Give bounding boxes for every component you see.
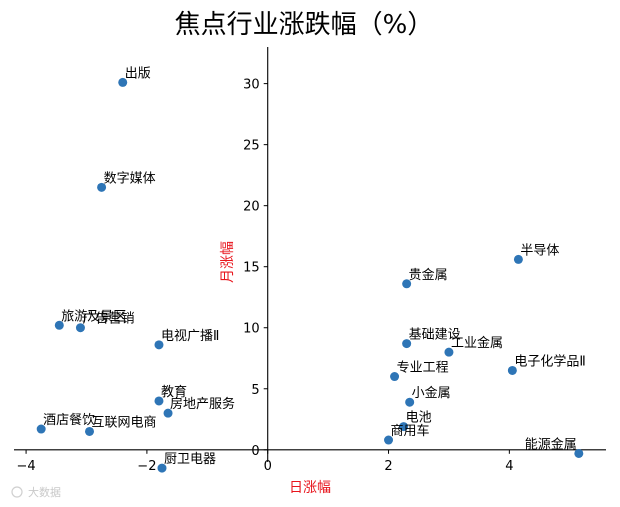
y-tick-label: 20	[243, 200, 260, 215]
data-point	[444, 347, 454, 357]
x-axis-title: 日涨幅	[289, 480, 331, 496]
data-point	[157, 463, 167, 473]
data-point	[399, 422, 409, 432]
data-label: 互联网电商	[92, 415, 157, 430]
watermark-text: 大数据	[28, 485, 61, 499]
data-label: 半导体	[520, 243, 559, 258]
data-point	[405, 397, 415, 407]
data-label: 能源金属	[525, 436, 577, 452]
data-point	[513, 254, 523, 264]
y-tick-label: 30	[243, 78, 260, 93]
watermark-logo-icon	[11, 486, 23, 498]
data-label: 贵金属	[409, 267, 448, 283]
x-tick-label: 0	[264, 459, 272, 474]
data-point	[75, 323, 85, 333]
data-point	[402, 279, 412, 289]
data-point	[507, 365, 517, 375]
data-point	[154, 396, 164, 406]
data-label: 专业工程	[397, 361, 449, 376]
data-point	[54, 320, 64, 330]
data-point	[36, 424, 46, 434]
y-tick-label: 5	[251, 383, 259, 398]
data-label: 工业金属	[451, 335, 503, 351]
data-point	[402, 339, 412, 349]
y-tick-label: 10	[243, 322, 260, 337]
data-points	[36, 77, 584, 473]
axes: −4 −2 0 2 4 0 5 10 15 20 25 30	[14, 47, 606, 474]
data-label: 教育	[161, 384, 187, 400]
y-tick-label: 0	[251, 444, 259, 459]
data-label: 数字媒体	[104, 171, 156, 186]
data-point	[390, 372, 400, 382]
data-point	[384, 435, 394, 445]
x-tick-label: −2	[137, 459, 156, 474]
data-label: 房地产服务	[170, 396, 235, 412]
y-tick-label: 25	[243, 139, 260, 154]
data-label: 电视广播Ⅱ	[161, 329, 219, 344]
y-tick-label: 15	[243, 261, 260, 276]
watermark: 大数据	[11, 485, 61, 499]
data-label: 厨卫电器	[164, 452, 216, 467]
data-label: 广告营销	[82, 312, 134, 327]
data-point	[97, 182, 107, 192]
y-axis-title: 月涨幅	[220, 241, 236, 283]
data-point	[154, 340, 164, 350]
data-label: 电池	[406, 411, 432, 426]
chart-title: 焦点行业涨跌幅（%）	[175, 10, 434, 40]
data-label: 小金属	[412, 385, 451, 401]
data-label: 商用车	[391, 423, 430, 439]
data-label: 旅游及景区	[61, 309, 126, 324]
data-point	[163, 408, 173, 418]
x-tick-label: 2	[384, 459, 392, 474]
data-point	[574, 448, 584, 458]
x-tick-label: 4	[505, 459, 513, 474]
data-label: 酒店餐饮	[43, 412, 95, 428]
data-point	[85, 426, 95, 436]
x-tick-label: −4	[16, 459, 35, 474]
data-label: 基础建设	[409, 328, 461, 343]
data-label: 出版	[125, 66, 151, 81]
data-point	[118, 77, 128, 87]
data-label: 电子化学品Ⅱ	[514, 353, 585, 369]
